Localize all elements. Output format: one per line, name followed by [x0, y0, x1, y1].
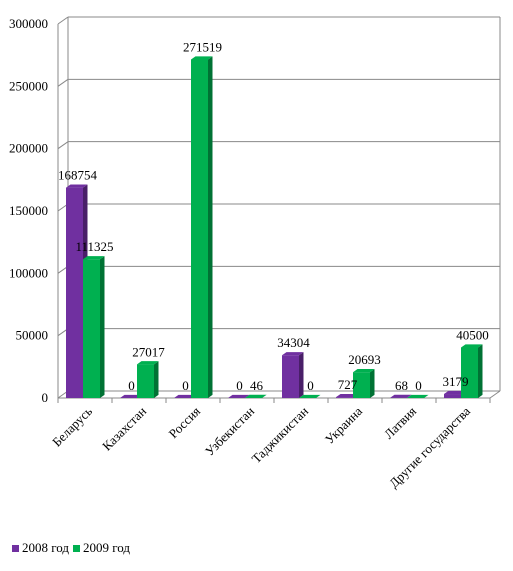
bar-2008	[174, 394, 196, 398]
data-label: 40500	[456, 328, 489, 343]
bar-2008	[120, 394, 142, 398]
bar-side	[262, 394, 267, 398]
bars	[66, 56, 483, 398]
bar-top	[390, 394, 412, 398]
bar-front	[336, 397, 353, 398]
data-label: 111325	[75, 239, 113, 254]
x-tick-label: Россия	[165, 404, 203, 442]
bar-top	[461, 344, 483, 348]
bar-top	[353, 369, 375, 373]
x-tick-label: Таджикистан	[248, 403, 311, 466]
bar-front	[191, 59, 208, 398]
data-labels: 168754 111325 0 27017 0 271519 0 46 34304 0 727 206…	[58, 40, 489, 393]
y-tick-label: 200000	[9, 141, 48, 156]
bar-top	[83, 256, 105, 260]
legend-label-2009: 2009 год	[83, 540, 130, 555]
bar-top	[245, 394, 267, 398]
y-tick-labels: 0 50000 100000 150000 200000 250000 300000	[9, 16, 48, 405]
gridline-depth	[57, 78, 69, 87]
bar-2008	[228, 394, 250, 398]
data-label: 46	[250, 378, 264, 393]
bar-2008	[282, 352, 304, 398]
data-label: 727	[338, 377, 358, 392]
bar-side	[154, 361, 159, 398]
bar-2009	[245, 394, 267, 398]
legend: 2008 год 2009 год	[12, 540, 134, 556]
bar-chart: 0 50000 100000 150000 200000 250000 300000 Бел…	[9, 16, 501, 491]
data-label: 0	[415, 378, 422, 393]
x-tick-label: Беларусь	[49, 403, 95, 449]
data-label: 168754	[58, 168, 98, 183]
legend-label-2008: 2008 год	[22, 540, 69, 555]
bar-2008	[390, 394, 412, 398]
bar-top	[191, 56, 213, 60]
x-tick-label: Казахстан	[99, 403, 149, 453]
bar-top	[407, 394, 429, 398]
x-tick-labels: Беларусь Казахстан РоссияУзбекистанТаджики…	[49, 403, 473, 490]
legend-item-2008: 2008 год	[12, 540, 69, 556]
data-label: 0	[307, 378, 314, 393]
y-tick-label: 50000	[16, 328, 49, 343]
y-tick-label: 0	[42, 390, 49, 405]
bar-front	[444, 394, 461, 398]
bar-top	[137, 361, 159, 365]
bar-side	[100, 256, 105, 398]
gridline-depth	[57, 141, 69, 150]
x-tick-label: Узбекистан	[202, 403, 257, 458]
y-tick-label: 250000	[9, 78, 48, 93]
legend-swatch-2008	[12, 544, 19, 552]
bar-side	[370, 369, 375, 398]
bar-front	[66, 187, 83, 398]
y-tick-label: 300000	[9, 16, 48, 31]
bar-side	[299, 352, 304, 398]
bar-2009	[461, 344, 483, 398]
bar-top	[444, 390, 466, 395]
data-label: 0	[182, 378, 189, 393]
data-label: 20693	[348, 352, 381, 367]
bar-front	[137, 364, 154, 398]
bar-2009	[299, 394, 321, 398]
bar-front	[83, 259, 100, 398]
bar-2009	[137, 361, 159, 398]
bar-side	[407, 394, 412, 398]
bar-top	[174, 394, 196, 398]
data-label: 3179	[443, 374, 469, 389]
y-tick-label: 150000	[9, 203, 48, 218]
bar-2009	[353, 369, 375, 398]
bar-top	[120, 394, 142, 398]
legend-item-2009: 2009 год	[73, 540, 130, 556]
data-label: 27017	[132, 344, 165, 359]
gridline-depth	[57, 16, 69, 25]
data-label: 0	[236, 378, 243, 393]
bar-side	[208, 56, 213, 398]
data-label: 271519	[183, 40, 222, 55]
legend-swatch-2009	[73, 544, 80, 552]
bar-side	[478, 344, 483, 398]
bar-front	[353, 372, 370, 398]
bar-top	[299, 394, 321, 398]
x-tick-label: Украина	[322, 403, 366, 447]
bar-2009	[407, 394, 429, 398]
bar-top	[228, 394, 250, 398]
data-label: 68	[395, 378, 408, 393]
floor-right-edge	[489, 390, 501, 399]
bar-front	[461, 347, 478, 398]
bar-top	[336, 393, 358, 398]
data-label: 34304	[277, 335, 310, 350]
data-label: 0	[128, 378, 135, 393]
bar-top	[66, 184, 88, 188]
y-tick-label: 100000	[9, 265, 48, 280]
bar-front	[282, 355, 299, 398]
bar-2009	[191, 56, 213, 398]
bar-top	[282, 352, 304, 356]
bar-2009	[83, 256, 105, 398]
x-tick-label: Латвия	[381, 404, 419, 442]
